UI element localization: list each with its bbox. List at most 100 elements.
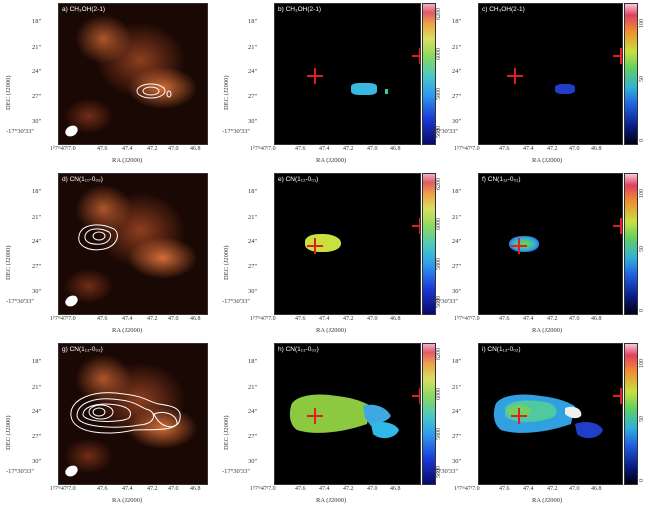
dispersion-colorbar	[624, 343, 638, 485]
contour-overlay	[78, 224, 118, 251]
ra-tick: 1ʰ7ᵐ47ˢ7.0	[50, 316, 76, 322]
ra-axis-label: RA (J2000)	[316, 327, 347, 334]
dec-tick: -17°30'33"	[6, 128, 35, 135]
colorbar-tick: 50	[639, 76, 645, 82]
dec-tick: 30"	[32, 118, 42, 125]
ra-tick: 46.8	[190, 146, 201, 152]
dec-tick: -17°30'33"	[222, 298, 251, 305]
ra-tick: 47.0	[569, 146, 580, 152]
dec-tick: 30"	[452, 458, 462, 465]
ra-tick: 47.6	[97, 316, 108, 322]
ra-tick: 47.6	[499, 316, 510, 322]
dec-tick: 18"	[452, 358, 462, 365]
dec-tick: 21"	[452, 214, 462, 221]
dec-tick: 24"	[32, 408, 42, 415]
colorbar-tick: 100	[639, 359, 645, 368]
panel-label: f) CN(1₁₂-0₀₁)	[482, 176, 521, 183]
ra-axis-label: RA (J2000)	[532, 497, 563, 504]
reference-cross	[613, 218, 622, 234]
ra-tick: 47.0	[569, 486, 580, 492]
dec-tick: 27"	[32, 93, 42, 100]
emission-region	[385, 89, 388, 94]
velocity-colorbar	[422, 3, 436, 145]
ra-tick: 47.2	[547, 486, 558, 492]
source-cross	[307, 238, 323, 254]
ra-tick: 47.0	[168, 316, 179, 322]
dec-tick: 21"	[452, 44, 462, 51]
dec-tick: 24"	[452, 68, 462, 75]
dec-tick: 18"	[452, 188, 462, 195]
ra-tick: 47.2	[343, 486, 354, 492]
velocity-colorbar	[422, 343, 436, 485]
dec-tick: 24"	[32, 68, 42, 75]
dec-tick: -17°30'33"	[6, 468, 35, 475]
ra-tick: 47.6	[97, 146, 108, 152]
ra-tick: 47.6	[499, 486, 510, 492]
colorbar-tick: 6000	[436, 388, 442, 400]
ra-tick: 47.0	[367, 146, 378, 152]
ra-axis-label: RA (J2000)	[532, 157, 563, 164]
dec-tick: 24"	[452, 408, 462, 415]
ra-tick: 47.4	[319, 486, 330, 492]
emission-region	[555, 84, 575, 94]
dec-tick: 27"	[32, 263, 42, 270]
emission-region	[289, 394, 399, 439]
ra-tick: 46.8	[591, 486, 602, 492]
ra-tick: 46.8	[390, 146, 401, 152]
ra-tick: 1ʰ7ᵐ47ˢ7.0	[250, 486, 276, 492]
dec-tick: 24"	[248, 68, 258, 75]
dec-tick: 24"	[32, 238, 42, 245]
panel-label: g) CN(1₁₃-0₀₂)	[62, 346, 103, 353]
dec-tick: 30"	[32, 458, 42, 465]
velocity-map: e) CN(1₁₂-0₀₁)	[274, 173, 421, 315]
dispersion-map: f) CN(1₁₂-0₀₁)	[478, 173, 623, 315]
colorbar-tick: 5800	[436, 258, 442, 270]
colorbar-tick: 6200	[436, 8, 442, 20]
colorbar-tick: 0	[639, 479, 645, 482]
source-cross	[507, 68, 523, 84]
colorbar-tick: 50	[639, 416, 645, 422]
reference-cross	[613, 48, 622, 64]
ra-tick: 46.8	[190, 486, 201, 492]
dec-tick: 18"	[32, 358, 42, 365]
dec-tick: -17°30'33"	[222, 468, 251, 475]
velocity-colorbar	[422, 173, 436, 315]
source-cross	[511, 408, 527, 424]
reference-cross	[412, 48, 420, 64]
ra-axis-label: RA (J2000)	[112, 157, 143, 164]
dec-tick: 30"	[32, 288, 42, 295]
dec-tick: 27"	[452, 263, 462, 270]
ra-tick: 47.0	[168, 146, 179, 152]
ra-axis-label: RA (J2000)	[316, 157, 347, 164]
ra-tick: 1ʰ7ᵐ47ˢ7.0	[250, 146, 276, 152]
intensity-map: g) CN(1₁₃-0₀₂)	[58, 343, 208, 485]
ra-tick: 1ʰ7ᵐ47ˢ7.0	[454, 316, 480, 322]
dec-tick: 27"	[248, 263, 258, 270]
dec-tick: 27"	[32, 433, 42, 440]
dec-axis-label: DEC (J2000)	[5, 75, 12, 110]
intensity-map: a) CH₃OH(2-1)	[58, 3, 208, 145]
dec-tick: 21"	[248, 214, 258, 221]
colorbar-tick: 100	[639, 19, 645, 28]
source-cross	[511, 238, 527, 254]
ra-axis-label: RA (J2000)	[316, 497, 347, 504]
colorbar-tick: 6000	[436, 48, 442, 60]
dec-tick: 18"	[248, 18, 258, 25]
ra-tick: 47.0	[569, 316, 580, 322]
colorbar-tick: 5800	[436, 428, 442, 440]
ra-axis-label: RA (J2000)	[532, 327, 563, 334]
dec-tick: 30"	[452, 118, 462, 125]
reference-cross	[412, 388, 420, 404]
dec-tick: -17°30'33"	[430, 128, 459, 135]
dec-tick: 21"	[32, 44, 42, 51]
dec-tick: 30"	[248, 458, 258, 465]
dec-tick: 30"	[248, 118, 258, 125]
colorbar-tick: 0	[639, 309, 645, 312]
emission-region	[493, 394, 603, 439]
dec-axis-label: DEC (J2000)	[5, 245, 12, 280]
ra-tick: 47.6	[97, 486, 108, 492]
panel-label: h) CN(1₁₃-0₀₂)	[278, 346, 319, 353]
ra-tick: 47.6	[499, 146, 510, 152]
dec-tick: -17°30'33"	[430, 298, 459, 305]
ra-tick: 47.2	[343, 316, 354, 322]
